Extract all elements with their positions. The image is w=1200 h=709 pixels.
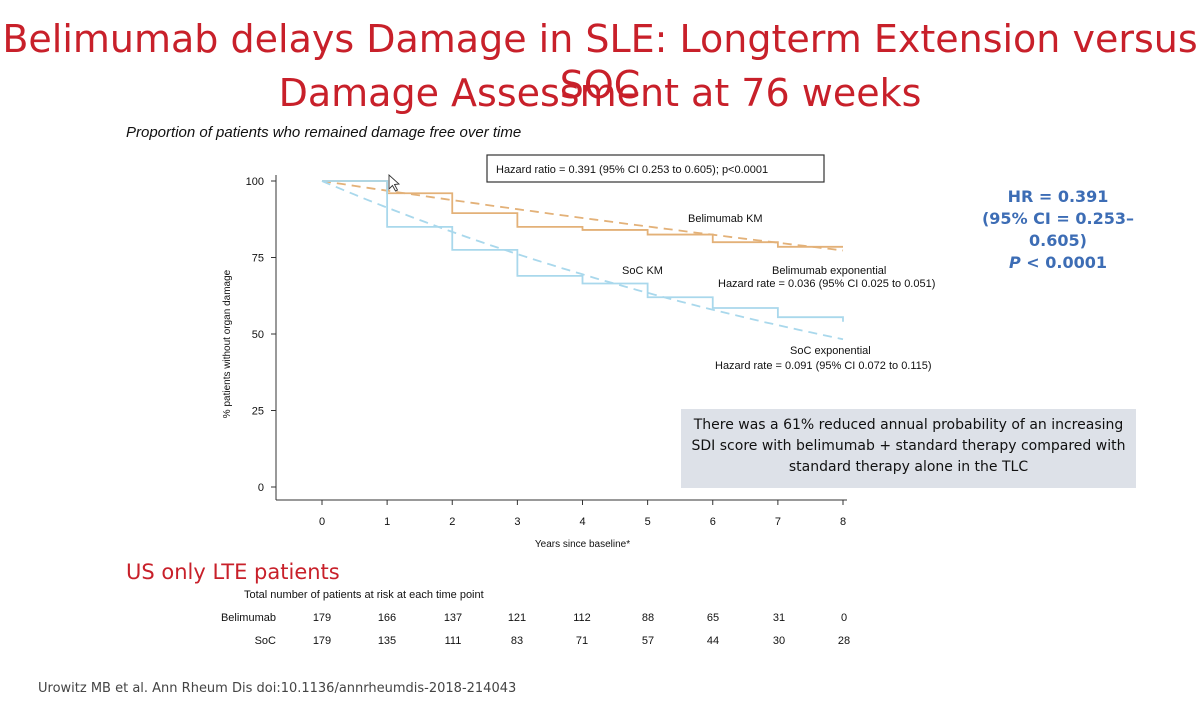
label-belimumab-hazard-rate: Hazard rate = 0.036 (95% CI 0.025 to 0.0… [718,278,935,290]
slide-title-line2: Damage Assessment at 76 weeks [278,71,922,115]
risk-row-label: Belimumab [220,612,276,624]
x-tick-label: 1 [384,516,390,528]
risk-cell: 57 [641,635,655,647]
label-belimumab-exponential: Belimumab exponential [772,265,886,277]
y-tick-label: 50 [252,329,264,341]
risk-cell: 44 [706,635,720,647]
risk-cell: 83 [510,635,524,647]
series-soc-exponential [321,180,844,341]
risk-cell: 88 [641,612,655,624]
x-tick-label: 5 [645,516,651,528]
risk-cell: 31 [772,612,786,624]
hr-summary-line2: (95% CI = 0.253–0.605) [981,209,1135,250]
hr-summary-line1: HR = 0.391 [1007,187,1109,206]
label-soc-exponential: SoC exponential [790,345,871,357]
risk-cell: 28 [837,635,851,647]
y-tick-label: 25 [252,406,264,418]
hr-summary: HR = 0.391 (95% CI = 0.253–0.605) P < 0.… [958,186,1158,274]
reference: Urowitz MB et al. Ann Rheum Dis doi:10.1… [38,681,517,696]
hr-summary-line3: P < 0.0001 [958,252,1158,274]
lte-label: US only LTE patients [126,560,340,584]
x-tick-label: 4 [579,516,585,528]
risk-cell: 137 [443,612,463,624]
risk-cell: 111 [444,635,462,647]
cursor-icon [388,173,401,192]
p-symbol: P [1008,253,1021,272]
label-soc-hazard-rate: Hazard rate = 0.091 (95% CI 0.072 to 0.1… [715,360,932,372]
risk-cell: 71 [575,635,589,647]
hazard-ratio-text: Hazard ratio = 0.391 (95% CI 0.253 to 0.… [496,164,768,176]
risk-cell: 121 [507,612,527,624]
risk-cell: 65 [706,612,720,624]
risk-cell: 179 [312,612,332,624]
x-tick-label: 8 [840,516,846,528]
x-tick-label: 2 [449,516,455,528]
x-tick-label: 3 [514,516,520,528]
x-tick-label: 7 [775,516,781,528]
x-axis-label: Years since baseline* [535,539,630,550]
label-belimumab-km: Belimumab KM [688,213,763,225]
label-soc-km: SoC KM [622,265,663,277]
y-tick-label: 0 [258,482,264,494]
risk-table-title: Total number of patients at risk at each… [244,589,484,601]
risk-cell: 30 [772,635,786,647]
series-soc-km [322,180,844,322]
risk-cell: 179 [312,635,332,647]
hazard-ratio-box [486,154,825,183]
y-tick-label: 75 [252,253,264,265]
y-axis-label: % patients without organ damage [222,269,233,418]
y-tick-label: 100 [246,176,264,188]
risk-cell: 166 [377,612,397,624]
x-tick-label: 0 [319,516,325,528]
series-belimumab-km [322,180,843,248]
risk-cell: 0 [840,612,848,624]
risk-row-label: SoC [254,635,276,647]
risk-cell: 112 [573,612,591,624]
chart-title: Proportion of patients who remained dama… [126,124,522,141]
callout-box: There was a 61% reduced annual probabili… [681,409,1136,488]
p-value: < 0.0001 [1020,253,1108,272]
slide-title-line1: Belimumab delays Damage in SLE: Longterm… [2,17,1198,107]
risk-cell: 135 [377,635,397,647]
x-tick-label: 6 [710,516,716,528]
series-belimumab-exponential [321,180,844,252]
